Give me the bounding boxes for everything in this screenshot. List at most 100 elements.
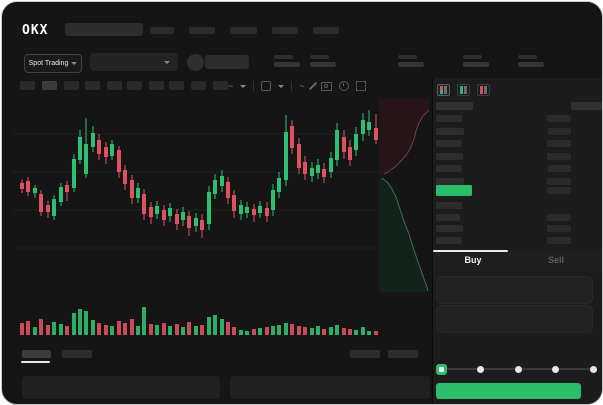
timeframe-button[interactable] bbox=[20, 81, 35, 90]
timeframe-button[interactable] bbox=[64, 81, 79, 90]
orders-action-placeholder[interactable] bbox=[388, 350, 418, 358]
slider-dot-handle[interactable] bbox=[436, 364, 447, 375]
price-input[interactable] bbox=[436, 276, 593, 304]
timeframe-button[interactable] bbox=[107, 81, 122, 90]
candle-body bbox=[200, 220, 204, 230]
timeframe-button[interactable] bbox=[85, 81, 100, 90]
volume-bar bbox=[46, 325, 50, 335]
candle-body bbox=[348, 147, 352, 160]
candle-body bbox=[284, 132, 288, 180]
nav-item-placeholder[interactable] bbox=[230, 27, 257, 34]
volume-bar bbox=[271, 326, 275, 335]
depth-bids-line bbox=[381, 177, 429, 292]
pair-coin-icon bbox=[187, 54, 204, 71]
slider-dot[interactable] bbox=[476, 366, 484, 373]
candle-body bbox=[361, 120, 365, 134]
bid-price-bar[interactable] bbox=[436, 202, 462, 209]
line-tool-icon[interactable]: ~ bbox=[299, 80, 305, 91]
candle-body bbox=[59, 187, 63, 202]
stat-value-placeholder bbox=[274, 62, 300, 67]
candle-body bbox=[226, 182, 230, 198]
volume-bar bbox=[258, 328, 262, 335]
fullscreen-icon[interactable] bbox=[355, 81, 366, 91]
depth-asks-area bbox=[380, 98, 429, 175]
volume-bar bbox=[168, 326, 172, 335]
ask-price-bar[interactable] bbox=[436, 115, 462, 122]
timeframe-button[interactable] bbox=[191, 81, 206, 90]
volume-bar bbox=[110, 326, 114, 335]
timeframe-button[interactable] bbox=[213, 81, 228, 90]
orderbook-view-both-icon[interactable] bbox=[437, 84, 450, 96]
volume-bar bbox=[84, 311, 88, 335]
candle-body bbox=[46, 205, 50, 212]
nav-item-placeholder[interactable] bbox=[272, 27, 298, 34]
nav-item-placeholder[interactable] bbox=[189, 27, 215, 34]
nav-item-placeholder[interactable] bbox=[313, 27, 339, 34]
volume-bar bbox=[374, 331, 378, 335]
pair-selector[interactable] bbox=[90, 53, 178, 71]
orders-action-placeholder[interactable] bbox=[350, 350, 380, 358]
candle-body bbox=[155, 206, 159, 214]
candle-body bbox=[271, 190, 275, 210]
caret-down-icon[interactable] bbox=[240, 84, 247, 88]
candle-body bbox=[181, 212, 185, 220]
icon-row bbox=[460, 88, 467, 90]
timeframe-button[interactable] bbox=[42, 81, 57, 90]
timeframe-button[interactable] bbox=[127, 81, 142, 90]
volume-bar bbox=[26, 321, 30, 335]
volume-bar bbox=[297, 326, 301, 335]
orders-tab[interactable] bbox=[62, 350, 92, 358]
tab-buy[interactable]: Buy bbox=[464, 255, 482, 265]
icon-row bbox=[460, 92, 467, 94]
volume-bar bbox=[213, 315, 217, 335]
ask-price-bar[interactable] bbox=[436, 165, 462, 172]
candle-body bbox=[26, 181, 30, 192]
stat-label-placeholder bbox=[463, 55, 482, 59]
last-price-badge bbox=[436, 185, 472, 196]
volume-bar bbox=[316, 326, 320, 335]
ask-price-bar[interactable] bbox=[436, 177, 464, 185]
volume-bar bbox=[310, 328, 314, 335]
candle-body bbox=[84, 144, 88, 174]
slider-dot[interactable] bbox=[514, 366, 522, 373]
icon-row bbox=[460, 86, 467, 88]
market-type-selector[interactable]: Spot Trading bbox=[24, 54, 82, 73]
timeframe-button[interactable] bbox=[149, 81, 164, 90]
volume-bar bbox=[207, 317, 211, 335]
timeframe-button[interactable] bbox=[169, 81, 184, 90]
candle-body bbox=[162, 210, 166, 220]
candle-body bbox=[136, 188, 140, 198]
icon-row bbox=[480, 86, 487, 88]
icon-row bbox=[440, 86, 447, 88]
slider-dot[interactable] bbox=[590, 366, 597, 373]
ask-price-bar[interactable] bbox=[436, 140, 462, 147]
search-input[interactable] bbox=[65, 23, 143, 36]
buy-submit-button[interactable] bbox=[436, 383, 581, 399]
ask-price-bar[interactable] bbox=[436, 152, 463, 160]
history-icon[interactable] bbox=[338, 81, 349, 91]
volume-bar bbox=[329, 327, 333, 335]
candle-body bbox=[316, 165, 320, 173]
active-tab-indicator bbox=[433, 250, 508, 252]
orderbook-view-asks-icon[interactable] bbox=[477, 84, 490, 96]
slider-dot[interactable] bbox=[552, 366, 560, 373]
ask-price-bar[interactable] bbox=[436, 127, 464, 135]
amount-input[interactable] bbox=[436, 305, 593, 333]
orderbook-view-bids-icon[interactable] bbox=[457, 84, 470, 96]
candle-body bbox=[168, 208, 172, 216]
nav-item-placeholder[interactable] bbox=[150, 27, 174, 34]
camera-icon[interactable] bbox=[320, 81, 332, 91]
caret-down-icon[interactable] bbox=[278, 84, 285, 88]
indicator-wave-icon[interactable]: ~ bbox=[228, 80, 234, 91]
bid-price-bar[interactable] bbox=[436, 236, 462, 244]
bid-price-bar[interactable] bbox=[436, 225, 463, 232]
candle-body bbox=[91, 133, 95, 147]
candle-style-icon[interactable] bbox=[261, 81, 272, 91]
bid-price-bar[interactable] bbox=[436, 213, 460, 221]
volume-bar bbox=[303, 327, 307, 335]
orders-tab[interactable] bbox=[22, 350, 51, 358]
ask-amount-bar bbox=[548, 165, 571, 172]
tab-sell[interactable]: Sell bbox=[547, 255, 564, 265]
